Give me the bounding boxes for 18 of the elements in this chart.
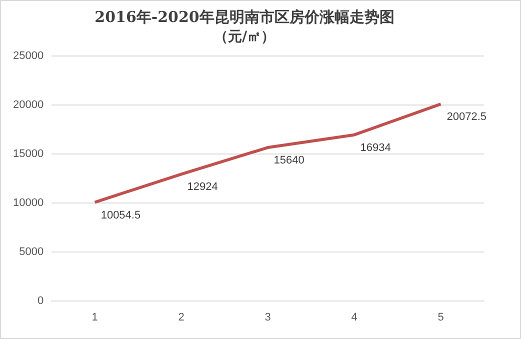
y-tick-label: 20000 <box>12 98 44 111</box>
chart-title: 2016年-2020年昆明南市区房价涨幅走势图 <box>94 8 394 26</box>
data-label: 15640 <box>274 154 304 167</box>
y-tick-label: 10000 <box>12 196 44 209</box>
y-tick-label: 15000 <box>12 148 44 160</box>
x-tick-label: 1 <box>92 311 98 324</box>
data-label: 20072.5 <box>446 111 487 124</box>
y-tick-label: 5000 <box>19 246 44 258</box>
x-tick-label: 2 <box>178 311 184 324</box>
data-label: 16934 <box>360 142 391 154</box>
y-tick-label: 25000 <box>12 50 44 62</box>
x-tick-label: 3 <box>264 311 271 324</box>
chart-subtitle: （元/㎡） <box>214 29 276 46</box>
x-tick-label: 5 <box>438 311 444 324</box>
data-label: 12924 <box>187 181 218 194</box>
x-tick-label: 4 <box>351 311 358 324</box>
data-label: 10054.5 <box>100 209 141 222</box>
y-tick-label: 0 <box>37 294 44 307</box>
